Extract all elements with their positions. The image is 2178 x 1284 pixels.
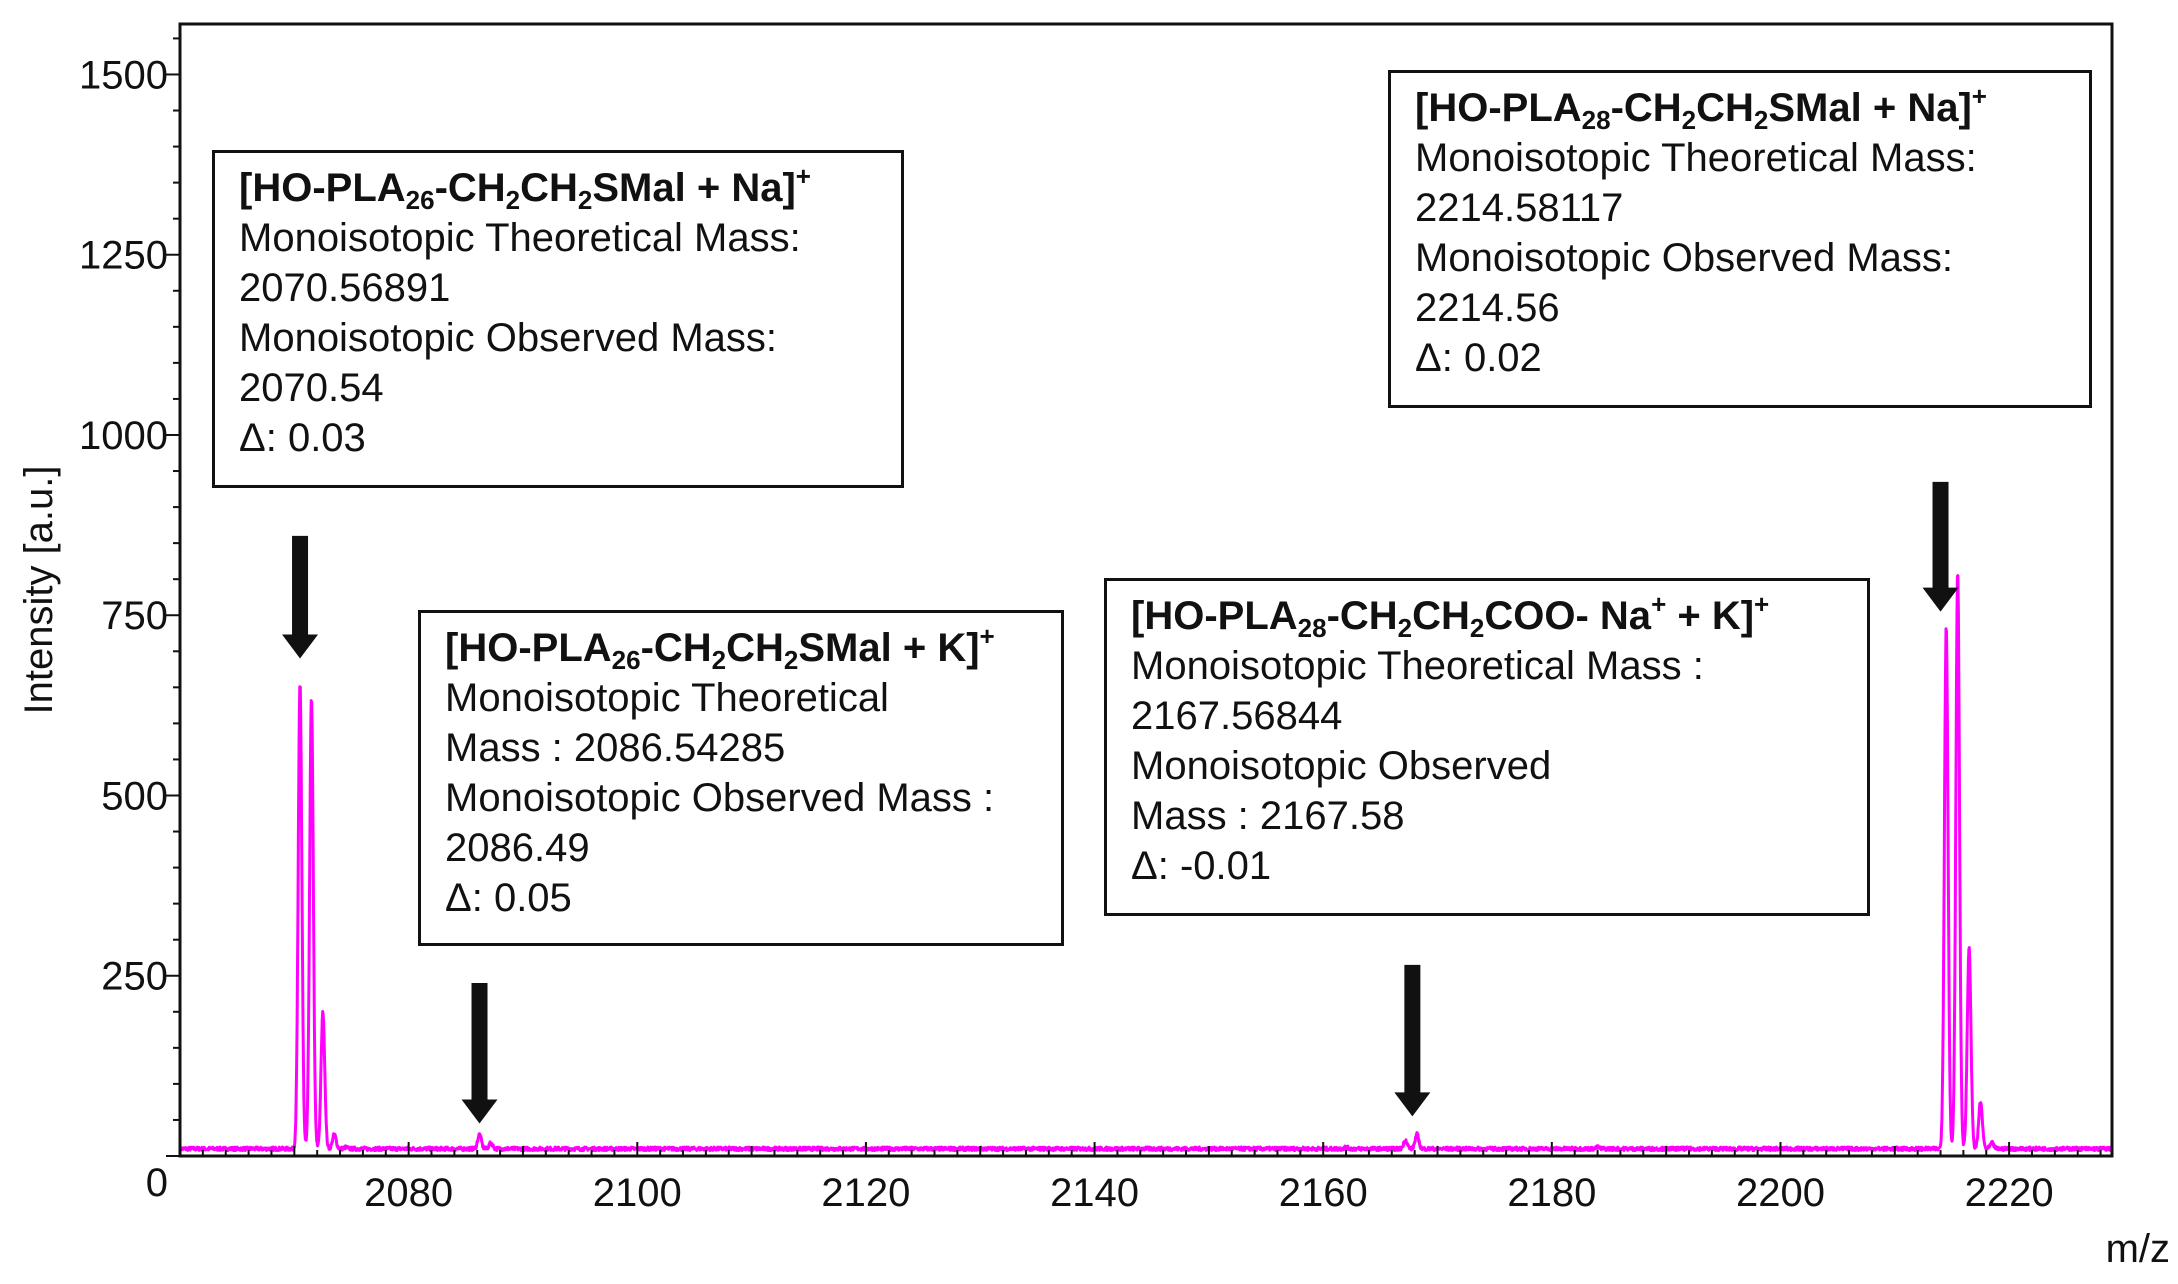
x-tick-label: 2080 [364, 1171, 453, 1215]
annotation-line: Monoisotopic Observed Mass: [239, 316, 778, 360]
spectrum-layer [178, 574, 2114, 1153]
annotation-line: Mass : 2167.58 [1131, 794, 1405, 838]
annotation-title: [HO-PLA26-CH2CH2SMal + Na]+ [239, 161, 811, 215]
x-tick-label: 2200 [1736, 1171, 1825, 1215]
peak-arrow [1394, 964, 1431, 1117]
spectrum-line [178, 574, 2114, 1153]
annotation-title: [HO-PLA28-CH2CH2SMal + Na]+ [1415, 81, 1987, 135]
annotation-line: Δ: 0.02 [1415, 336, 1542, 380]
x-tick-label: 2120 [821, 1171, 910, 1215]
y-tick-label: 1500 [79, 53, 168, 97]
annotation-line: Monoisotopic Theoretical Mass: [1415, 136, 1977, 180]
x-tick-label: 2180 [1507, 1171, 1596, 1215]
peak-arrow [461, 982, 498, 1124]
annotation-line: Monoisotopic Theoretical Mass: [239, 216, 801, 260]
annotation-peak-2070: [HO-PLA26-CH2CH2SMal + Na]+ Monoisotopic… [212, 150, 904, 488]
y-tick-label: 250 [101, 955, 168, 999]
x-tick-label: 2220 [1965, 1171, 2054, 1215]
annotation-peak-2167: [HO-PLA28-CH2CH2COO- Na+ + K]+ Monoisoto… [1104, 578, 1870, 916]
annotation-line: 2086.49 [445, 826, 590, 870]
annotation-line: Monoisotopic Theoretical Mass : [1131, 644, 1704, 688]
annotation-line: Mass : 2086.54285 [445, 726, 786, 770]
annotation-title: [HO-PLA28-CH2CH2COO- Na+ + K]+ [1131, 589, 1770, 643]
annotation-line: 2070.54 [239, 366, 384, 410]
y-axis-label: Intensity [a.u.] [17, 465, 61, 714]
annotation-peak-2086: [HO-PLA26-CH2CH2SMal + K]+ Monoisotopic … [418, 610, 1064, 946]
peak-arrow [282, 535, 319, 659]
y-tick-label: 500 [101, 774, 168, 818]
peak-arrow [1922, 481, 1959, 612]
x-axis-label: m/z [2106, 1227, 2170, 1271]
y-tick-label: 1000 [79, 414, 168, 458]
x-tick-label: 2100 [593, 1171, 682, 1215]
annotation-line: 2167.56844 [1131, 694, 1343, 738]
annotation-line: Δ: 0.03 [239, 416, 366, 460]
plot-area-frame [178, 22, 2114, 1158]
x-tick-label: 2160 [1279, 1171, 1368, 1215]
annotation-line: Monoisotopic Observed Mass: [1415, 236, 1954, 280]
annotation-line: Monoisotopic Theoretical [445, 676, 889, 720]
annotation-line: Monoisotopic Observed [1131, 744, 1552, 788]
y-tick-label: 750 [101, 594, 168, 638]
annotation-line: 2214.58117 [1415, 186, 1624, 230]
y-tick-label: 1250 [79, 234, 168, 278]
x-axis: 2080 2100 2120 2140 2160 2180 2200 2220 [179, 1142, 2102, 1215]
annotation-line: 2214.56 [1415, 286, 1560, 330]
y-tick-label: 0 [146, 1161, 168, 1205]
annotation-line: Δ: 0.05 [445, 876, 572, 920]
annotation-line: Monoisotopic Observed Mass : [445, 776, 995, 820]
annotation-line: Δ: -0.01 [1131, 844, 1272, 888]
annotation-line: 2070.56891 [239, 266, 451, 310]
x-tick-label: 2140 [1050, 1171, 1139, 1215]
arrow-layer [282, 481, 1959, 1124]
y-axis: 0 250 500 750 1000 1250 1500 [79, 37, 180, 1205]
annotation-peak-2214: [HO-PLA28-CH2CH2SMal + Na]+ Monoisotopic… [1388, 70, 2092, 408]
annotation-title: [HO-PLA26-CH2CH2SMal + K]+ [445, 621, 995, 675]
